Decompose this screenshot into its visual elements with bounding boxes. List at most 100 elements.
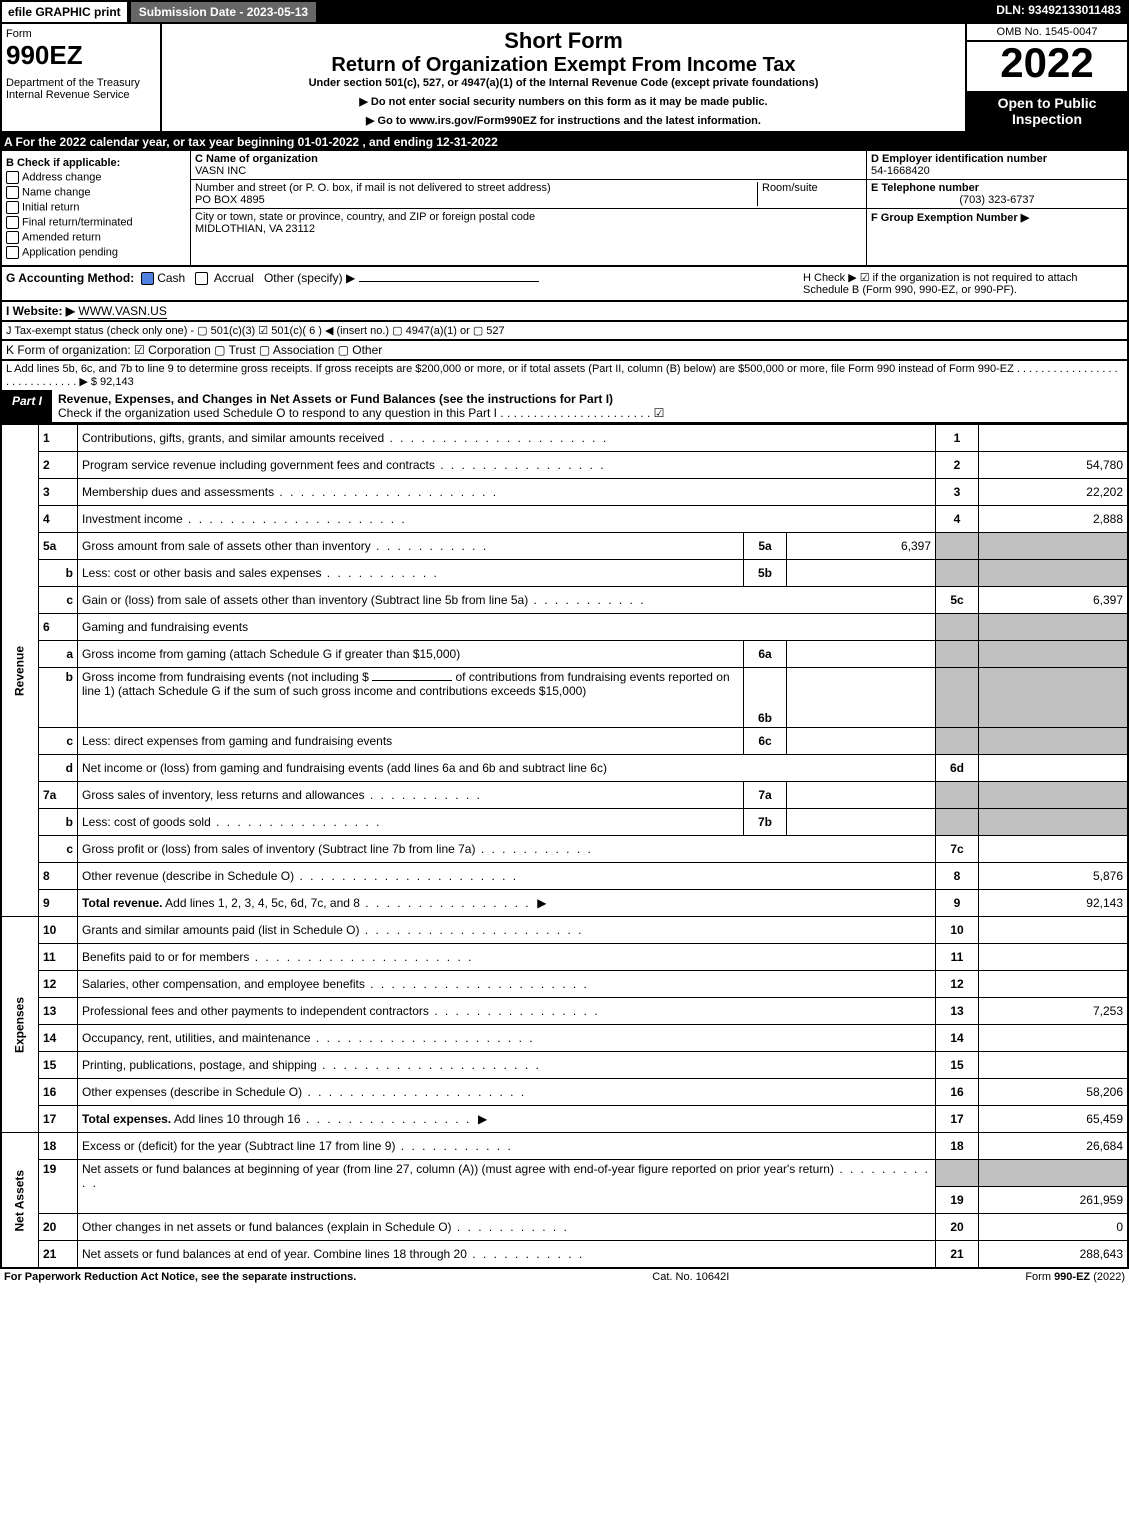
form-label: Form (6, 28, 156, 40)
line-7b-num: b (39, 809, 78, 836)
line-7a-grey (936, 782, 979, 809)
line-8-num: 8 (39, 863, 78, 890)
form-header: Form 990EZ Department of the Treasury In… (0, 24, 1129, 133)
line-6c-inref: 6c (744, 728, 787, 755)
line-20-num: 20 (39, 1214, 78, 1241)
efile-print-button[interactable]: efile GRAPHIC print (0, 0, 129, 24)
checkbox-amended-return[interactable] (6, 231, 19, 244)
line-9-ref: 9 (936, 890, 979, 917)
row-i-website: I Website: ▶ WWW.VASN.US (0, 302, 1129, 322)
website-value[interactable]: WWW.VASN.US (78, 304, 166, 319)
line-6d-desc: Net income or (loss) from gaming and fun… (78, 755, 936, 782)
line-6b-grey-val (979, 668, 1129, 728)
line-6d-ref: 6d (936, 755, 979, 782)
line-20-desc: Other changes in net assets or fund bala… (82, 1220, 569, 1234)
line-6c-desc: Less: direct expenses from gaming and fu… (82, 734, 392, 748)
col-b-label: B Check if applicable: (6, 157, 120, 169)
line-18-value: 26,684 (979, 1133, 1129, 1160)
label-application-pending: Application pending (22, 246, 118, 258)
line-10-desc: Grants and similar amounts paid (list in… (82, 923, 583, 937)
line-10-value (979, 917, 1129, 944)
section-h-schedule-b: H Check ▶ ☑ if the organization is not r… (803, 271, 1123, 296)
line-21-value: 288,643 (979, 1241, 1129, 1269)
goto-instructions[interactable]: ▶ Go to www.irs.gov/Form990EZ for instru… (166, 114, 961, 127)
line-15-desc: Printing, publications, postage, and shi… (82, 1058, 541, 1072)
label-address-change: Address change (22, 171, 102, 183)
line-7a-invalue (787, 782, 936, 809)
line-12-desc: Salaries, other compensation, and employ… (82, 977, 589, 991)
checkbox-final-return[interactable] (6, 216, 19, 229)
line-9-bold: Total revenue. (82, 896, 162, 910)
label-name-change: Name change (22, 186, 91, 198)
line-1-num: 1 (39, 425, 78, 452)
row-l-gross-receipts: L Add lines 5b, 6c, and 7b to line 9 to … (0, 361, 1129, 390)
label-other-specify: Other (specify) ▶ (264, 271, 355, 285)
line-6b-desc1: Gross income from fundraising events (no… (82, 670, 369, 684)
label-final-return: Final return/terminated (22, 216, 133, 228)
line-15-value (979, 1052, 1129, 1079)
line-5a-desc: Gross amount from sale of assets other t… (82, 539, 488, 553)
line-19-value: 261,959 (979, 1187, 1129, 1214)
line-6-grey-val (979, 614, 1129, 641)
top-bar: efile GRAPHIC print Submission Date - 20… (0, 0, 1129, 24)
line-9-num: 9 (39, 890, 78, 917)
line-16-value: 58,206 (979, 1079, 1129, 1106)
line-3-ref: 3 (936, 479, 979, 506)
dln-number: DLN: 93492133011483 (988, 0, 1129, 24)
line-7c-desc: Gross profit or (loss) from sales of inv… (82, 842, 593, 856)
line-6a-invalue (787, 641, 936, 668)
line-11-ref: 11 (936, 944, 979, 971)
line-10-ref: 10 (936, 917, 979, 944)
label-cash: Cash (157, 271, 185, 285)
label-amended-return: Amended return (22, 231, 101, 243)
line-5a-num: 5a (39, 533, 78, 560)
line-8-ref: 8 (936, 863, 979, 890)
line-1-value (979, 425, 1129, 452)
form-number: 990EZ (6, 40, 156, 71)
line-4-num: 4 (39, 506, 78, 533)
ein-label: D Employer identification number (871, 153, 1047, 165)
page-footer: For Paperwork Reduction Act Notice, see … (0, 1269, 1129, 1285)
footer-paperwork: For Paperwork Reduction Act Notice, see … (4, 1271, 356, 1283)
line-7c-ref: 7c (936, 836, 979, 863)
revenue-section-label: Revenue (1, 425, 39, 917)
line-17-ref: 17 (936, 1106, 979, 1133)
line-21-ref: 21 (936, 1241, 979, 1269)
checkbox-address-change[interactable] (6, 171, 19, 184)
checkbox-name-change[interactable] (6, 186, 19, 199)
org-name-label: C Name of organization (195, 153, 318, 165)
checkbox-application-pending[interactable] (6, 246, 19, 259)
line-6b-invalue (787, 668, 936, 728)
line-7c-value (979, 836, 1129, 863)
part-1-subtitle: Check if the organization used Schedule … (58, 406, 664, 420)
line-6c-num: c (39, 728, 78, 755)
line-3-num: 3 (39, 479, 78, 506)
line-7b-inref: 7b (744, 809, 787, 836)
checkbox-accrual[interactable] (195, 272, 208, 285)
line-12-value (979, 971, 1129, 998)
line-19-num: 19 (39, 1160, 78, 1214)
row-g-h: G Accounting Method: Cash Accrual Other … (0, 267, 1129, 302)
checkbox-cash[interactable] (141, 272, 154, 285)
label-initial-return: Initial return (22, 201, 79, 213)
line-6c-invalue (787, 728, 936, 755)
line-7b-desc: Less: cost of goods sold (82, 815, 381, 829)
line-13-value: 7,253 (979, 998, 1129, 1025)
checkbox-initial-return[interactable] (6, 201, 19, 214)
line-6a-inref: 6a (744, 641, 787, 668)
line-15-ref: 15 (936, 1052, 979, 1079)
line-17-bold: Total expenses. (82, 1112, 171, 1126)
telephone-label: E Telephone number (871, 182, 979, 194)
line-6-grey (936, 614, 979, 641)
line-18-num: 18 (39, 1133, 78, 1160)
line-19-ref: 19 (936, 1187, 979, 1214)
line-7b-invalue (787, 809, 936, 836)
expenses-section-label: Expenses (1, 917, 39, 1133)
lines-table: Revenue 1 Contributions, gifts, grants, … (0, 424, 1129, 1269)
line-7b-grey (936, 809, 979, 836)
line-7a-num: 7a (39, 782, 78, 809)
footer-form-ref: Form 990-EZ (2022) (1025, 1271, 1125, 1283)
line-6d-num: d (39, 755, 78, 782)
line-4-ref: 4 (936, 506, 979, 533)
line-3-value: 22,202 (979, 479, 1129, 506)
